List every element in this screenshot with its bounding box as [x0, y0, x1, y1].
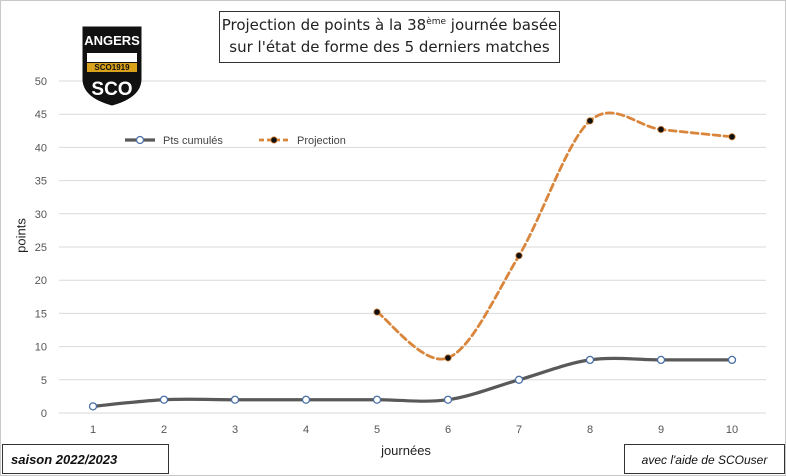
- point-pts-cumul-s: [301, 395, 311, 404]
- x-tick-label: 3: [232, 424, 238, 436]
- x-tick-label: 7: [516, 424, 522, 436]
- point-pts-cumul-s: [88, 402, 98, 411]
- y-tick-label: 20: [35, 275, 47, 287]
- y-tick-label: 45: [35, 109, 47, 121]
- point-pts-cumul-s: [585, 355, 595, 365]
- season-label: saison 2022/2023: [2, 444, 169, 474]
- x-tick-label: 9: [658, 424, 664, 436]
- title-line-1: Projection de points à la 38ème journée …: [220, 14, 559, 36]
- angers-sco-logo: ANGERS SCO1919 SCO: [82, 26, 142, 106]
- point-pts-cumul-s: [159, 395, 169, 404]
- series-group: [88, 111, 737, 411]
- gridlines: [59, 80, 766, 414]
- x-tick-label: 5: [374, 424, 380, 436]
- title-line-1-start: Projection de points à la 38: [221, 16, 427, 34]
- point-projection: [657, 125, 665, 134]
- y-tick-label: 0: [41, 408, 47, 420]
- x-tick-label: 2: [161, 424, 167, 436]
- x-tick-label: 8: [587, 424, 593, 436]
- x-tick-labels: 1 2 3 4 5 6 7 8 9 10: [90, 424, 738, 436]
- y-tick-label: 50: [35, 76, 47, 88]
- x-axis-label: journées: [381, 443, 431, 458]
- y-tick-label: 10: [35, 342, 47, 354]
- legend-label-pts-cumul-s: Pts cumulés: [163, 135, 223, 147]
- x-tick-label: 10: [726, 424, 738, 436]
- y-tick-label: 25: [35, 242, 47, 254]
- x-tick-label: 4: [303, 424, 309, 436]
- point-pts-cumul-s: [230, 395, 240, 404]
- point-pts-cumul-s: [514, 375, 524, 384]
- series-line-pts-cumul-s: [91, 356, 734, 408]
- series-line-projection: [375, 111, 734, 361]
- y-tick-label: 5: [41, 375, 47, 387]
- legend-marker-projection: [270, 136, 278, 144]
- point-projection: [515, 252, 523, 260]
- y-axis-label: points: [13, 218, 29, 253]
- credit-label: avec l'aide de SCOuser: [624, 444, 785, 474]
- x-tick-label: 6: [445, 424, 451, 436]
- title-line-1-end: journée basée: [446, 16, 558, 34]
- point-pts-cumul-s: [372, 395, 382, 404]
- legend-label-projection: Projection: [297, 135, 346, 147]
- y-tick-label: 40: [35, 142, 47, 154]
- legend-marker-pts-cumul-s: [135, 135, 145, 145]
- x-tick-label: 1: [90, 424, 96, 436]
- y-tick-label: 30: [35, 209, 47, 221]
- point-pts-cumul-s: [727, 355, 737, 365]
- legend: Pts cumulés Projection: [125, 135, 346, 147]
- point-projection: [586, 117, 594, 125]
- chart-title: Projection de points à la 38ème journée …: [219, 11, 560, 63]
- logo-top-text: ANGERS: [84, 33, 140, 48]
- y-tick-labels: 0 5 10 15 20 25 30 35 40 45 50: [35, 76, 47, 420]
- y-tick-label: 15: [35, 308, 47, 320]
- title-line-2: sur l'état de forme des 5 derniers match…: [229, 38, 550, 56]
- logo-letters: SCO: [91, 79, 132, 100]
- point-projection: [728, 133, 736, 141]
- point-pts-cumul-s: [656, 355, 666, 365]
- title-superscript: ème: [426, 17, 447, 27]
- y-tick-label: 35: [35, 176, 47, 188]
- point-projection: [373, 308, 381, 316]
- logo-band-text: SCO1919: [94, 63, 130, 72]
- point-projection: [444, 354, 452, 362]
- point-pts-cumul-s: [443, 395, 453, 404]
